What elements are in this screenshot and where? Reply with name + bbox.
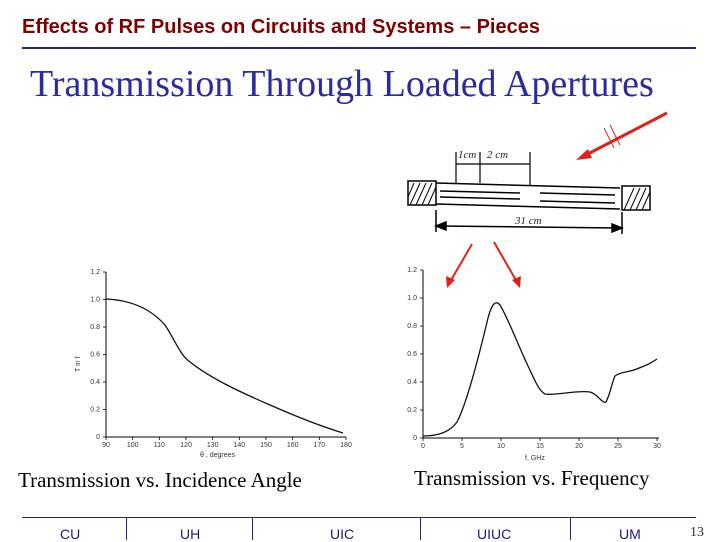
left-y-tick-label: 0.2 [90, 407, 100, 414]
aperture-lines [435, 182, 621, 210]
right-x-tick-label: 10 [497, 443, 505, 450]
left-xlabel: θ , degrees [200, 452, 236, 459]
right-curve [422, 302, 658, 437]
page-number: 13 [690, 525, 704, 540]
left-y-tick-label: 0 [96, 434, 100, 441]
left-y-tick-label: 0.4 [90, 379, 100, 386]
left-x-tick-label: 100 [127, 442, 139, 449]
footer-item-uiuc: UIUC [477, 526, 512, 542]
left-x-tick-label: 150 [260, 442, 272, 449]
label-2cm: 2 cm [487, 149, 508, 161]
footer-item-cu: CU [60, 526, 81, 542]
right-ticks: 0 0.2 0.4 0.6 0.8 1.0 1.2 0 5 10 15 20 25 30 [407, 267, 661, 450]
footer-rule [22, 517, 696, 518]
right-y-tick-label: 0.2 [407, 407, 417, 414]
dimension-top [455, 152, 531, 185]
left-ylabel: T in f [75, 357, 82, 372]
label-1cm: 1cm [458, 149, 476, 161]
slide-title: Transmission Through Loaded Apertures [30, 63, 654, 105]
aperture-diagram: 1cm 2 cm 31 cm [407, 111, 668, 288]
pointer-arrows [446, 241, 521, 288]
left-wall-hatch [407, 182, 437, 206]
footer-item-uic: UIC [330, 526, 355, 542]
right-y-tick-label: 1.0 [407, 295, 417, 302]
left-x-tick-label: 140 [233, 442, 245, 449]
header-title: Effects of RF Pulses on Circuits and Sys… [22, 16, 540, 38]
footer-divider [420, 517, 421, 540]
right-y-tick-label: 1.2 [407, 267, 417, 274]
right-plot: 0 0.2 0.4 0.6 0.8 1.0 1.2 0 5 10 15 20 25 30 f, GHz [407, 267, 661, 462]
left-y-tick-label: 0.8 [90, 324, 100, 331]
incident-arrow [576, 111, 668, 160]
left-y-tick-label: 1.0 [90, 297, 100, 304]
footer-divider [252, 517, 253, 540]
left-curve [105, 298, 344, 434]
right-y-tick-label: 0.8 [407, 323, 417, 330]
right-y-tick-label: 0 [413, 435, 417, 442]
right-x-tick-label: 30 [653, 443, 661, 450]
right-x-tick-label: 25 [614, 443, 622, 450]
dimension-bottom [433, 210, 625, 234]
left-caption: Transmission vs. Incidence Angle [18, 468, 302, 492]
footer-divider [126, 517, 127, 540]
right-caption: Transmission vs. Frequency [414, 466, 650, 490]
left-x-tick-label: 120 [180, 442, 192, 449]
right-x-tick-label: 20 [575, 443, 583, 450]
right-x-tick-label: 0 [421, 443, 425, 450]
left-x-tick-label: 170 [313, 442, 325, 449]
right-x-tick-label: 15 [536, 443, 544, 450]
left-y-tick-label: 0.6 [90, 352, 100, 359]
right-y-tick-label: 0.6 [407, 351, 417, 358]
left-x-tick-label: 180 [340, 442, 352, 449]
right-y-tick-label: 0.4 [407, 379, 417, 386]
left-x-tick-label: 160 [287, 442, 299, 449]
left-x-tick-label: 110 [154, 442, 165, 449]
header-rule [22, 47, 696, 49]
label-31cm: 31 cm [514, 215, 542, 227]
left-plot: 0 0.2 0.4 0.6 0.8 1.0 1.2 90 100 110 120 130 140 150 1… [75, 269, 352, 459]
left-ticks: 0 0.2 0.4 0.6 0.8 1.0 1.2 90 100 110 120 130 140 150 1… [90, 269, 352, 449]
left-x-tick-label: 130 [207, 442, 219, 449]
left-y-tick-label: 1.2 [90, 269, 100, 276]
right-x-tick-label: 5 [460, 443, 464, 450]
footer-item-uh: UH [180, 526, 201, 542]
right-wall-hatch [623, 187, 651, 211]
left-x-tick-label: 90 [102, 442, 110, 449]
right-xlabel: f, GHz [525, 455, 545, 462]
footer-item-um: UM [619, 526, 641, 542]
footer-divider [570, 517, 571, 540]
